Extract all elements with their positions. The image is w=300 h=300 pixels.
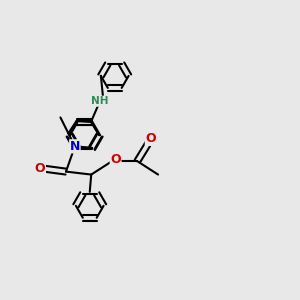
Text: O: O — [146, 132, 156, 146]
Text: NH: NH — [91, 96, 109, 106]
Text: O: O — [110, 153, 121, 166]
Text: O: O — [35, 162, 45, 175]
Text: N: N — [70, 140, 80, 153]
